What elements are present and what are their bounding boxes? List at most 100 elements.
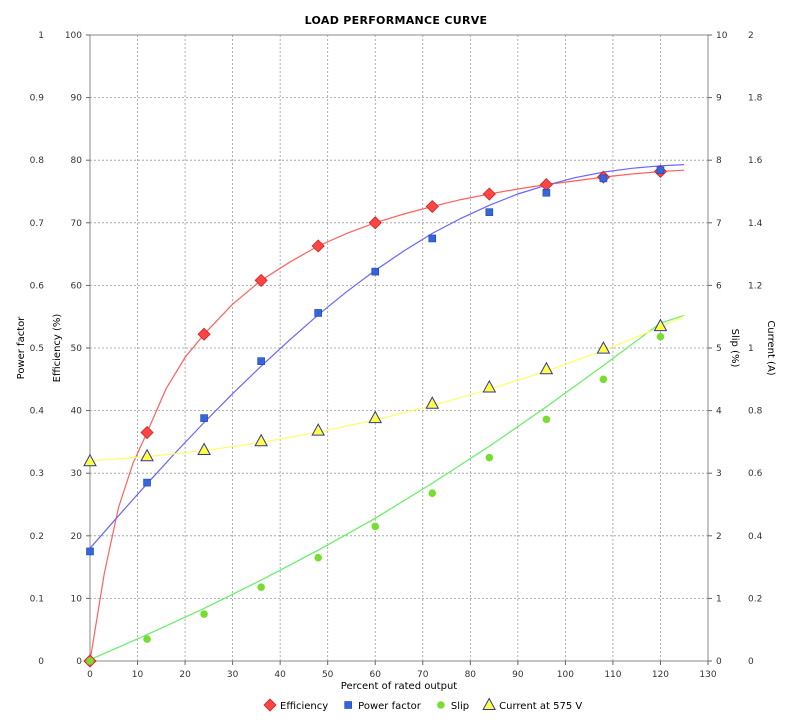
power-factor-tick-label: 0.4 [30,407,45,417]
current-at-575-v-point [539,361,554,375]
current-at-575-v-point [140,448,154,462]
power-factor-point [656,166,665,175]
current-at-575-v-point [653,318,668,332]
efficiency-tick-label: 50 [71,344,83,354]
slip-point [542,415,551,424]
efficiency-legend-label: Efficiency [280,701,328,712]
efficiency-tick-label: 40 [71,407,83,417]
power-factor-point [143,478,151,487]
x-tick-label: 100 [557,670,574,680]
efficiency-point [311,239,325,253]
efficiency-tick-label: 10 [71,594,83,604]
power-factor-tick-label: 0.6 [30,281,45,291]
slip-axis-label: Slip (%) [729,329,740,368]
slip-tick-label: 5 [716,344,722,354]
current-at-575-v-point [83,453,97,467]
current-at-575-v-legend-marker [482,697,496,710]
slip-tick-label: 1 [716,594,722,604]
efficiency-point [539,178,553,192]
current-axis-label: Current (A) [765,320,776,375]
power-factor-tick-label: 0.8 [30,156,45,166]
efficiency-tick-label: 60 [71,281,83,291]
efficiency-legend-marker [263,698,277,712]
efficiency-point [482,187,496,201]
x-tick-label: 30 [227,670,239,680]
power-factor-tick-label: 0.5 [30,344,44,354]
efficiency-tick-label: 20 [71,532,83,542]
power-factor-point [314,309,322,317]
current-tick-label: 1.4 [748,219,763,229]
power-factor-tick-label: 0.3 [30,469,44,479]
slip-legend-marker [437,701,445,709]
x-tick-label: 40 [274,670,286,680]
efficiency-point [197,327,211,341]
power-factor-tick-label: 0.1 [30,594,44,604]
current-at-575-v-legend-label: Current at 575 V [499,701,582,712]
x-tick-label: 120 [652,670,669,680]
x-tick-label: 130 [699,670,716,680]
slip-tick-label: 3 [716,469,722,479]
slip-tick-label: 8 [716,156,722,166]
current-tick-label: 1.2 [748,281,762,291]
efficiency-tick-label: 80 [71,156,83,166]
slip-tick-label: 0 [716,657,722,667]
efficiency-tick-label: 30 [71,469,83,479]
efficiency-tick-label: 100 [65,31,82,41]
efficiency-tick-label: 90 [71,94,83,104]
x-tick-label: 50 [322,670,334,680]
efficiency-curve [89,169,685,662]
current-tick-label: 2 [748,31,754,41]
power-factor-point [428,234,437,243]
x-tick-label: 90 [512,670,524,680]
x-tick-label: 10 [132,670,144,680]
power-factor-point [86,547,94,556]
slip-point [428,489,437,498]
x-tick-label: 20 [179,670,191,680]
current-at-575-v-point [254,433,268,447]
slip-point [314,553,322,562]
efficiency-tick-label: 70 [71,219,83,229]
power-factor-tick-label: 0.2 [30,532,44,542]
slip-point [485,453,494,462]
current-tick-label: 0.6 [748,469,763,479]
efficiency-point [368,216,382,230]
current-tick-label: 0.2 [748,594,762,604]
slip-point [599,375,608,384]
axis-ticks: 0 10 20 30 40 50 60 70 80 90 100 110 120 13000.10.20.… [30,31,763,680]
efficiency-point [254,273,268,287]
power-factor-tick-label: 1 [38,31,44,41]
efficiency-point [425,199,439,214]
current-at-575-v-point [197,442,211,456]
power-factor-legend-marker [344,701,352,709]
power-factor-point [599,174,608,183]
power-factor-point [542,188,551,197]
power-factor-axis-label: Power factor [16,316,27,380]
power-factor-curve [89,164,685,549]
slip-point [86,657,94,665]
current-at-575-v-curve [89,315,685,462]
current-at-575-v-point [482,379,497,393]
power-factor-legend-label: Power factor [358,701,422,712]
x-tick-label: 60 [370,670,382,680]
current-tick-label: 1.6 [748,156,763,166]
grid [90,35,708,661]
current-at-575-v-point [596,341,611,354]
slip-tick-label: 9 [716,94,722,104]
slip-point [200,610,208,618]
x-tick-label: 0 [87,670,93,680]
current-tick-label: 0 [748,657,754,667]
chart-title: LOAD PERFORMANCE CURVE [305,14,488,27]
x-tick-label: 70 [417,670,429,680]
current-at-575-v-point [368,410,383,424]
slip-tick-label: 2 [716,532,722,542]
current-at-575-v-point [425,396,440,409]
slip-curve [89,314,685,661]
current-tick-label: 0.4 [748,532,763,542]
power-factor-tick-label: 0 [38,657,44,667]
slip-point [371,522,380,531]
x-axis-label: Percent of rated output [341,681,458,692]
power-factor-point [371,267,380,276]
power-factor-point [200,414,208,422]
slip-tick-label: 7 [716,219,722,229]
current-tick-label: 1.8 [748,94,763,104]
